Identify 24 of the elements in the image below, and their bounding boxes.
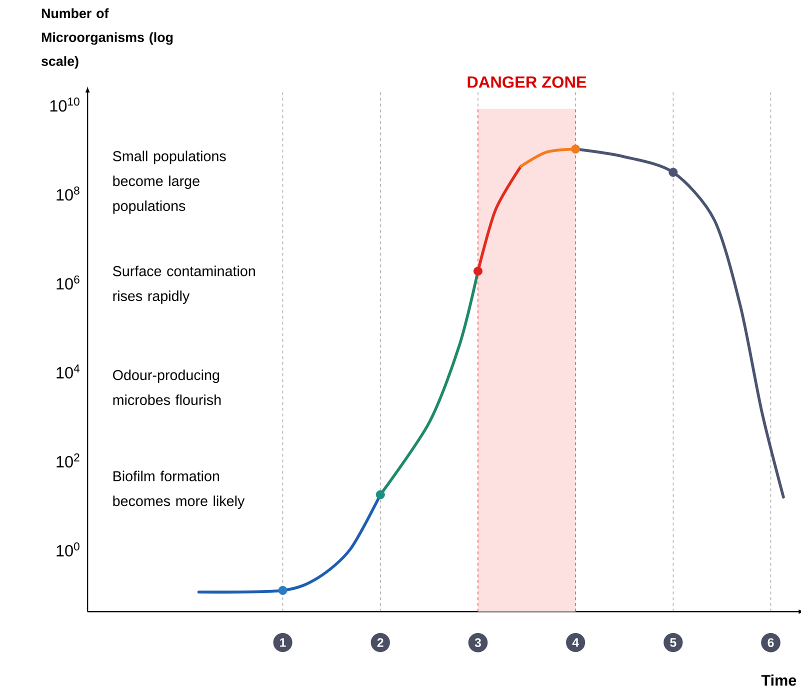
- y-tick-label: 10$^{8}$: [56, 186, 80, 201]
- x-tick-label: 1: [280, 638, 286, 647]
- band-label: DANGER ZONE: [468, 76, 586, 88]
- y-tick-label: 10$^{0}$: [56, 542, 80, 556]
- x-tick-label: 2: [377, 638, 384, 647]
- annotation: Biofilm formation becomes more likely: [113, 470, 245, 509]
- y-tick-label: 10$^{4}$: [56, 364, 80, 378]
- x-tick-label: 3: [474, 638, 481, 647]
- y-tick-label: 10$^{10}$: [50, 97, 80, 112]
- annotation: Surface contamination rises rapidly: [112, 266, 255, 304]
- point: [278, 586, 288, 595]
- x-tick-label: 4: [572, 638, 579, 647]
- point: [571, 144, 580, 154]
- annotation: Odour-producing microbes flourish: [113, 370, 221, 405]
- y-axis-title: Number of Microorganisms (log scale): [42, 8, 173, 69]
- x-tick-label: 6: [768, 638, 774, 647]
- y-tick-label: 10$^{2}$: [56, 453, 80, 468]
- y-tick-label: 10$^{6}$: [56, 275, 80, 290]
- point: [376, 490, 385, 500]
- point: [473, 266, 482, 276]
- annotation: Small populations become large populations: [112, 150, 226, 214]
- x-tick-label: 5: [670, 638, 676, 647]
- point: [668, 168, 678, 177]
- x-axis-title: Time: [761, 674, 796, 686]
